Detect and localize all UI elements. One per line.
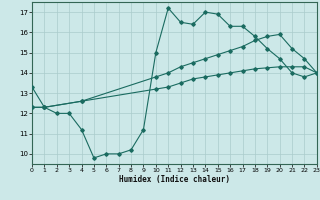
X-axis label: Humidex (Indice chaleur): Humidex (Indice chaleur) xyxy=(119,175,230,184)
